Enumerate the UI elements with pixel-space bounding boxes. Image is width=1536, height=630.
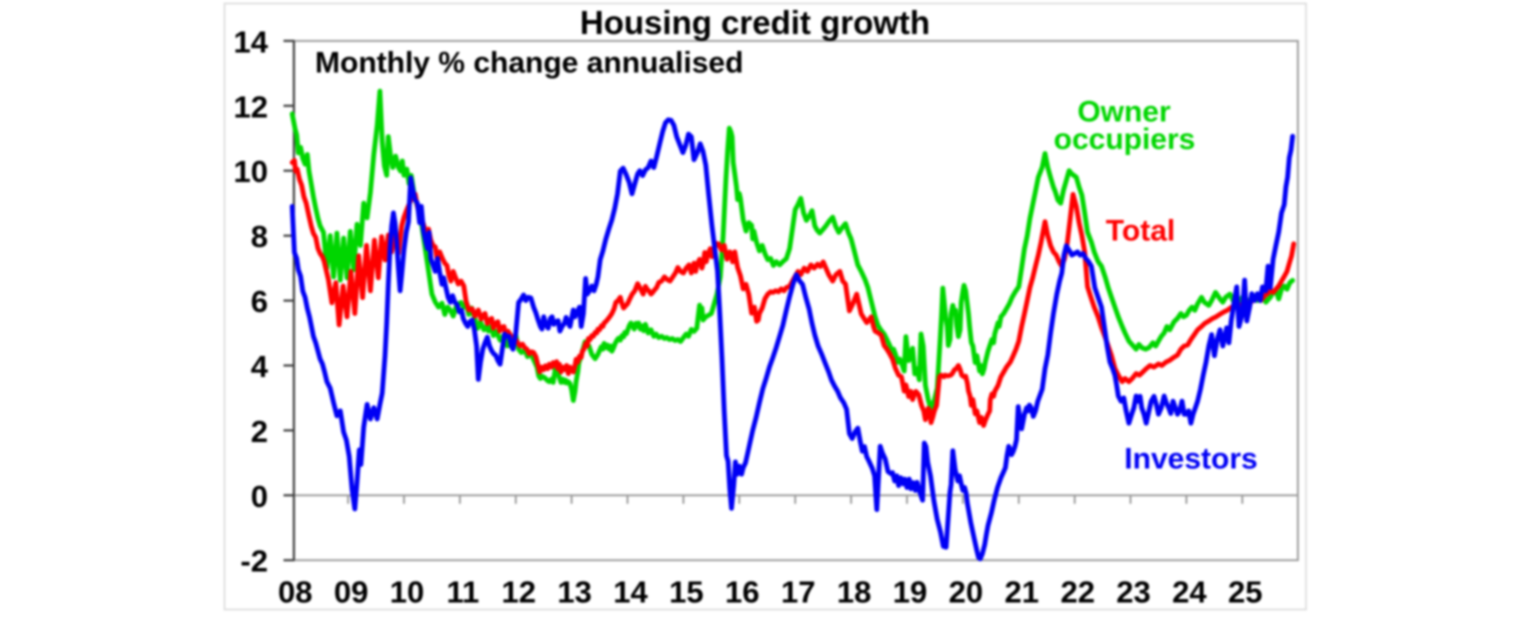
svg-text:Owner: Owner	[1077, 96, 1171, 129]
svg-text:21: 21	[1005, 575, 1039, 610]
svg-text:6: 6	[251, 284, 268, 319]
svg-text:14: 14	[613, 575, 648, 610]
svg-text:Total: Total	[1106, 215, 1175, 248]
svg-text:-2: -2	[240, 544, 268, 579]
svg-text:23: 23	[1116, 575, 1150, 610]
svg-text:Housing credit growth: Housing credit growth	[580, 4, 930, 41]
svg-text:10: 10	[390, 575, 424, 610]
svg-text:14: 14	[234, 24, 269, 59]
svg-text:4: 4	[251, 349, 269, 384]
svg-text:20: 20	[949, 575, 983, 610]
svg-text:09: 09	[334, 575, 368, 610]
svg-text:8: 8	[251, 219, 268, 254]
svg-text:08: 08	[278, 575, 312, 610]
svg-text:0: 0	[251, 479, 268, 514]
svg-text:16: 16	[725, 575, 759, 610]
svg-text:25: 25	[1228, 575, 1262, 610]
svg-text:2: 2	[251, 414, 268, 449]
svg-text:11: 11	[447, 575, 480, 610]
svg-text:Monthly % change annualised: Monthly % change annualised	[315, 47, 743, 80]
svg-text:18: 18	[837, 575, 871, 610]
svg-text:15: 15	[669, 575, 703, 610]
svg-text:12: 12	[234, 89, 268, 124]
svg-text:19: 19	[893, 575, 927, 610]
svg-text:10: 10	[234, 154, 268, 189]
svg-text:17: 17	[781, 575, 815, 610]
svg-text:12: 12	[502, 575, 536, 610]
svg-text:24: 24	[1172, 575, 1207, 610]
svg-text:Investors: Investors	[1124, 443, 1257, 476]
svg-text:13: 13	[557, 575, 591, 610]
svg-text:22: 22	[1060, 575, 1094, 610]
svg-text:occupiers: occupiers	[1054, 123, 1196, 156]
